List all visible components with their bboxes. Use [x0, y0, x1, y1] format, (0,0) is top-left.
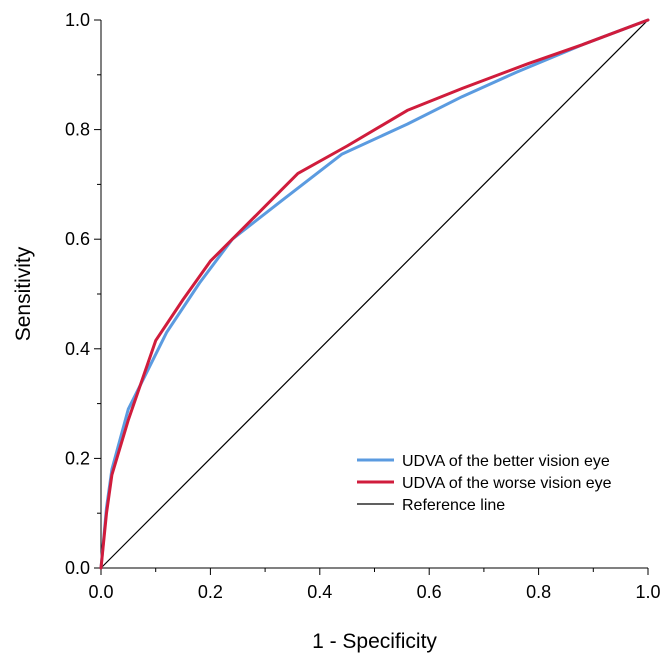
x-tick-label: 0.6 — [417, 582, 442, 602]
y-tick-label: 1.0 — [65, 10, 90, 30]
series-line-reference-line — [100, 19, 649, 569]
x-tick-label: 0.2 — [198, 582, 223, 602]
legend-label: Reference line — [402, 497, 505, 514]
legend-label: UDVA of the worse vision eye — [402, 475, 612, 492]
y-axis-title: Sensitivity — [12, 246, 35, 341]
y-tick-label: 0.8 — [65, 120, 90, 140]
y-tick-label: 0.0 — [65, 558, 90, 578]
y-tick-label: 0.6 — [65, 229, 90, 249]
series-line-udva-of-the-worse-vision-eye — [99, 18, 650, 570]
legend-label: UDVA of the better vision eye — [402, 453, 610, 470]
x-axis-ticks: 0.0 0.2 0.4 0.6 0.8 1.0 — [88, 568, 661, 602]
series-layer — [99, 18, 650, 570]
legend: UDVA of the better vision eye UDVA of the… — [357, 453, 612, 514]
x-tick-label: 0.4 — [307, 582, 332, 602]
x-axis-title: 1 - Specificity — [312, 630, 437, 653]
x-tick-label: 0.0 — [88, 582, 113, 602]
minor-ticks — [97, 74, 594, 572]
x-tick-label: 0.8 — [526, 582, 551, 602]
y-tick-label: 0.2 — [65, 448, 90, 468]
y-tick-label: 0.4 — [65, 339, 90, 359]
y-axis-ticks: 0.0 0.2 0.4 0.6 0.8 1.0 — [65, 10, 101, 578]
x-tick-label: 1.0 — [635, 582, 660, 602]
